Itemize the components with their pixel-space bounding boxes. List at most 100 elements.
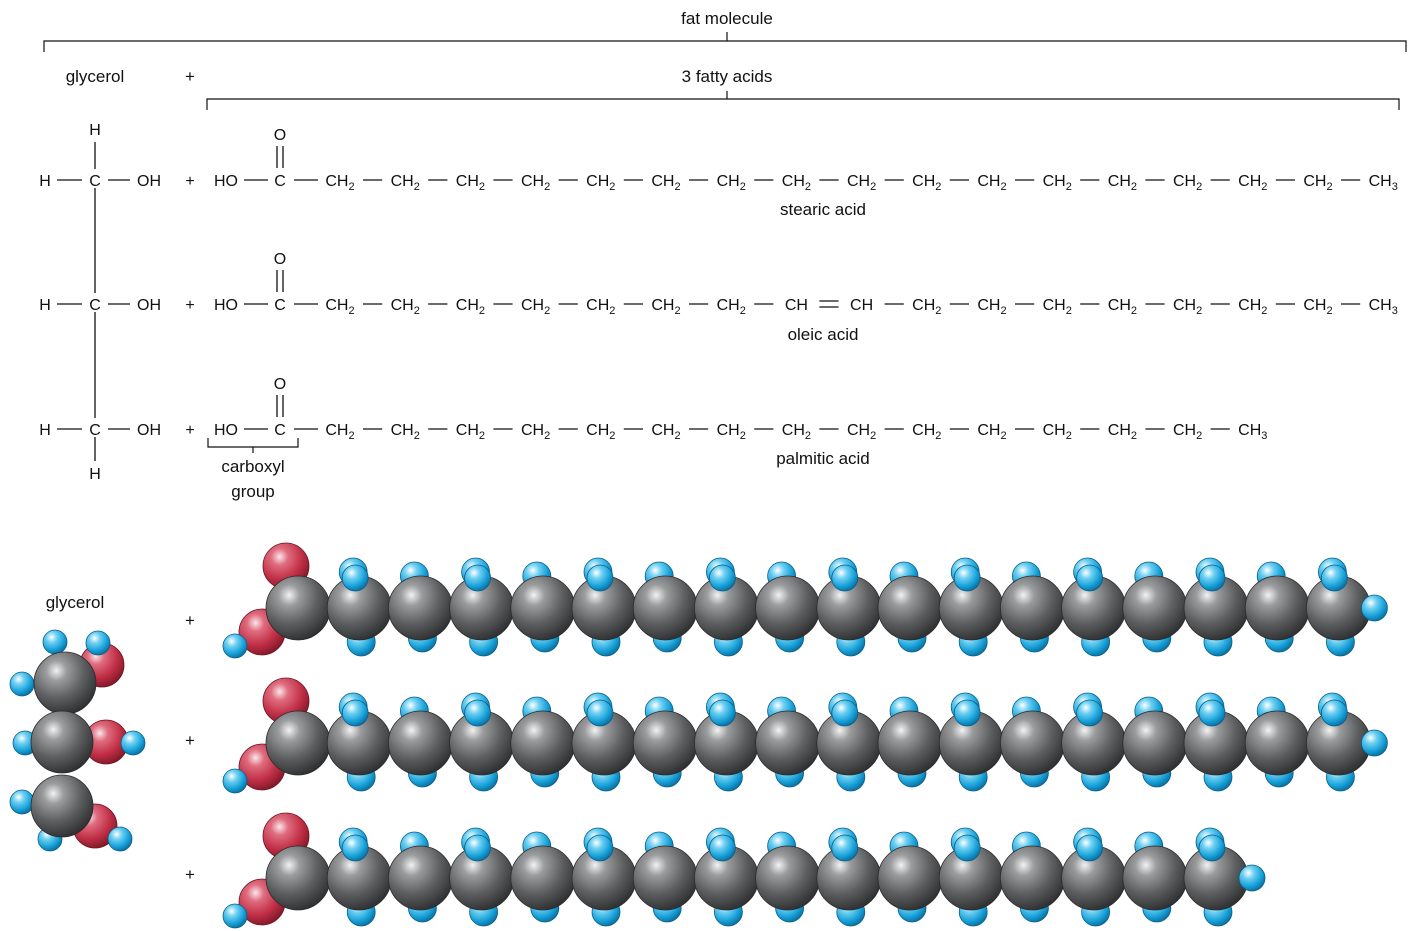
stearic-acid-c-atom-3	[387, 575, 453, 641]
palmitic-acid-c-atom-5	[510, 845, 576, 911]
fat-molecule-label: fat molecule	[681, 9, 773, 28]
stearic-acid-front-h-atom-15	[1198, 564, 1226, 592]
oleic-acid-front-h-atom-13	[1076, 699, 1103, 727]
oleic-acid-group-12: CH2	[1043, 297, 1072, 317]
oleic-acid-group-15: CH2	[1238, 297, 1267, 317]
fatty-acid-space-filling-models: + + +	[185, 542, 1388, 929]
fatty-acids-label: 3 fatty acids	[682, 67, 773, 86]
oleic-acid-c-atom-9	[755, 710, 820, 776]
carboxyl-group-bracket: carboxyl group	[207, 438, 299, 501]
palmitic-acid-c-atom-11	[877, 845, 943, 911]
oleic-acid-c-atom-3	[387, 710, 453, 776]
palmitic-acid-group-13: CH2	[1108, 422, 1137, 442]
oleic-acid-front-h-atom-7	[709, 699, 736, 727]
palmitic-acid-plus-sign: +	[185, 422, 194, 439]
oleic-acid-front-h-atom-11	[953, 699, 981, 727]
oleic-acid-group-6: CH2	[651, 297, 680, 317]
stearic-acid-front-h-atom-1	[341, 564, 369, 592]
oleic-acid-group-8: CH	[785, 297, 808, 314]
oleic-acid-group-1: CH2	[325, 297, 354, 317]
palmitic-acid-terminal-h-atom	[1238, 864, 1266, 892]
stearic-acid-model-plus-sign: +	[185, 611, 195, 630]
oleic-acid-front-h-atom-15	[1198, 699, 1226, 727]
stearic-acid-front-h-atom-3	[464, 564, 492, 592]
palmitic-acid-group-6: CH2	[651, 422, 680, 442]
stearic-acid-front-h-atom-5	[586, 564, 614, 592]
stearic-acid-front-h-atom-17	[1321, 564, 1348, 592]
stearic-acid-model: +	[185, 542, 1388, 659]
glycerol-c-atom-1	[33, 651, 97, 715]
stearic-acid-formula: + HO C O CH2 CH2 CH2 CH2 CH2 CH2 CH2 CH2 CH2 CH2 CH2 CH…	[185, 127, 1397, 219]
glycerol-h-left-3: H	[39, 422, 51, 439]
oleic-acid-c-atom-1	[265, 710, 331, 776]
stearic-acid-group-15: CH2	[1238, 173, 1267, 193]
stearic-acid-name: stearic acid	[780, 200, 866, 219]
oleic-acid-c-atom-15	[1122, 710, 1188, 776]
stearic-acid-group-16: CH2	[1303, 173, 1332, 193]
palmitic-acid-model: +	[185, 812, 1266, 929]
glycerol-h-atom-7	[107, 826, 133, 852]
stearic-acid-group-8: CH2	[782, 173, 811, 193]
palmitic-acid-carboxyl-c: C	[274, 422, 286, 439]
oleic-acid-group-16: CH2	[1303, 297, 1332, 317]
stearic-acid-front-h-atom-9	[831, 564, 859, 592]
carboxyl-group-label-line2: group	[231, 482, 274, 501]
oleic-acid-group-2: CH2	[391, 297, 420, 317]
palmitic-acid-front-h-atom-1	[341, 834, 369, 862]
stearic-acid-plus-sign: +	[185, 173, 194, 190]
glycerol-h-atom-3	[85, 630, 111, 656]
glycerol-h-left-2: H	[39, 297, 51, 314]
glycerol-h-atom-5	[120, 730, 146, 756]
fat-molecule-bracket: fat molecule	[43, 9, 1407, 52]
oleic-acid-group-7: CH2	[717, 297, 746, 317]
palmitic-acid-group-7: CH2	[717, 422, 746, 442]
stearic-acid-front-h-atom-7	[709, 564, 736, 592]
oleic-acid-group-10: CH2	[912, 297, 941, 317]
stearic-acid-group-17: CH3	[1369, 173, 1398, 193]
stearic-acid-group-4: CH2	[521, 173, 550, 193]
oleic-acid-c-atom-13	[1000, 710, 1065, 776]
oleic-acid-model-plus-sign: +	[185, 731, 195, 750]
glycerol-h-atom-1	[42, 629, 68, 655]
palmitic-acid-group-5: CH2	[586, 422, 615, 442]
stearic-acid-c-atom-7	[632, 575, 698, 641]
glycerol-oh-2: OH	[137, 297, 161, 314]
glycerol-label: glycerol	[66, 67, 125, 86]
stearic-acid-group-9: CH2	[847, 173, 876, 193]
fatty-acid-formulas: + HO C O CH2 CH2 CH2 CH2 CH2 CH2 CH2 CH2 CH2 CH2 CH2 CH…	[185, 127, 1397, 468]
palmitic-acid-front-h-atom-15	[1198, 834, 1226, 862]
oleic-acid-front-h-atom-17	[1321, 699, 1348, 727]
palmitic-acid-group-4: CH2	[521, 422, 550, 442]
palmitic-acid-c-atom-7	[632, 845, 698, 911]
palmitic-acid-group-10: CH2	[912, 422, 941, 442]
glycerol-c-atom-3	[30, 774, 94, 838]
palmitic-acid-c-atom-9	[755, 845, 820, 911]
stearic-acid-c-atom-11	[877, 575, 943, 641]
oleic-acid-ho: HO	[214, 297, 238, 314]
glycerol-h-atom-2	[9, 671, 35, 697]
stearic-acid-group-11: CH2	[977, 173, 1006, 193]
palmitic-acid-formula: + HO C O CH2 CH2 CH2 CH2 CH2 CH2 CH2 CH2 CH2 CH2 CH2 CH…	[185, 376, 1267, 468]
stearic-acid-group-2: CH2	[391, 173, 420, 193]
fatty-acids-bracket: 3 fatty acids	[206, 67, 1400, 110]
stearic-acid-group-7: CH2	[717, 173, 746, 193]
stearic-acid-c-atom-5	[510, 575, 576, 641]
palmitic-acid-group-9: CH2	[847, 422, 876, 442]
stearic-acid-c-atom-17	[1244, 575, 1310, 641]
glycerol-oh-3: OH	[137, 422, 161, 439]
palmitic-acid-front-h-atom-11	[953, 834, 981, 862]
palmitic-acid-group-2: CH2	[391, 422, 420, 442]
palmitic-acid-c-atom-13	[1000, 845, 1065, 911]
oleic-acid-model: +	[185, 677, 1388, 794]
palmitic-acid-model-plus-sign: +	[185, 865, 195, 884]
oleic-acid-group-13: CH2	[1108, 297, 1137, 317]
stearic-acid-terminal-h-atom	[1361, 594, 1388, 622]
oleic-acid-carboxyl-c: C	[274, 297, 286, 314]
palmitic-acid-c-atom-15	[1122, 845, 1188, 911]
oleic-acid-carbonyl-o: O	[274, 251, 286, 268]
stearic-acid-hydroxyl-h-atom	[222, 633, 248, 659]
stearic-acid-c-atom-1	[265, 575, 331, 641]
glycerol-h-top: H	[89, 122, 101, 139]
glycerol-c-1: C	[89, 173, 101, 190]
